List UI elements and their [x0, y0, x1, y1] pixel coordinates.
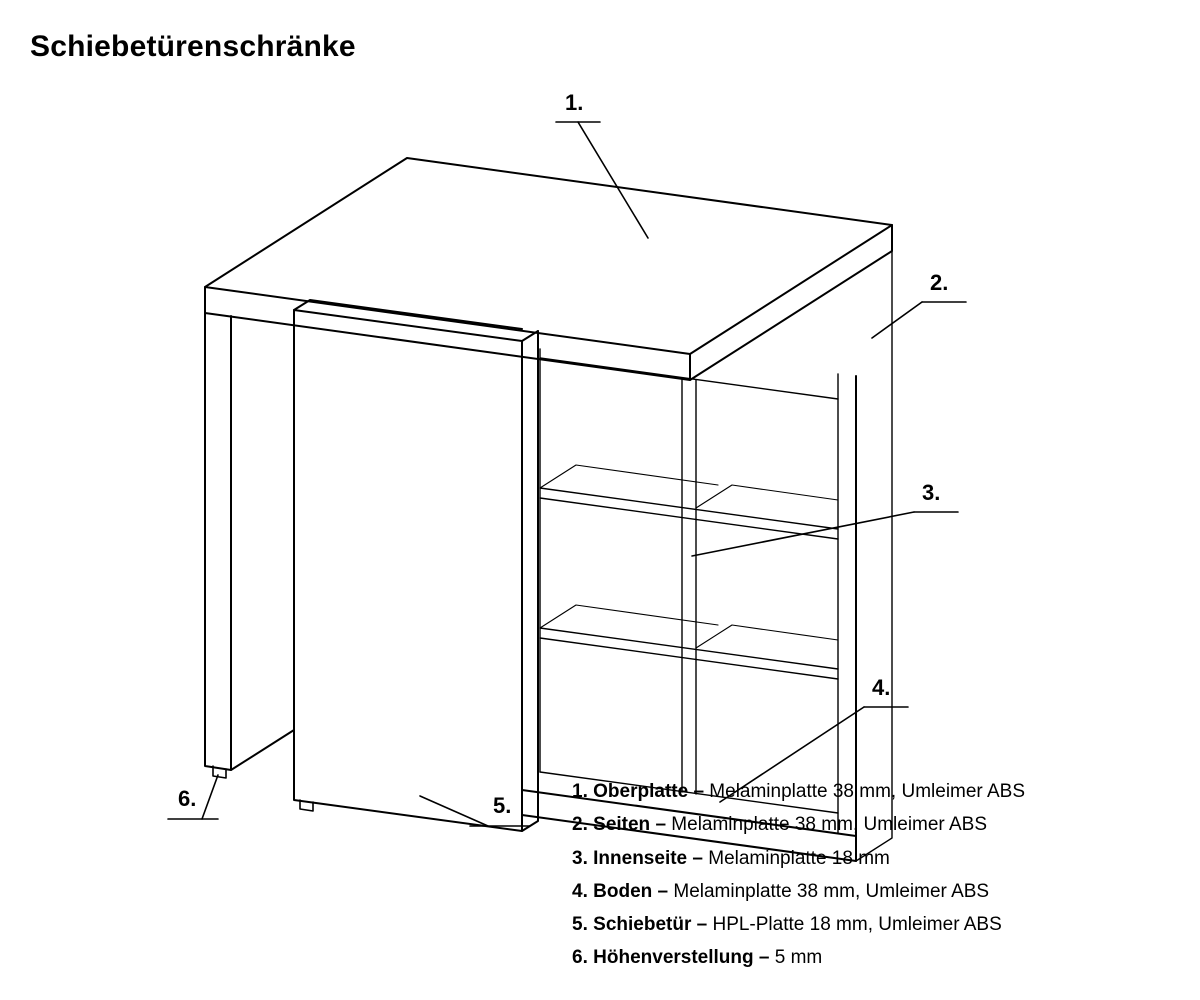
top-plate-front-edge [205, 287, 690, 380]
top-plate-right-edge [690, 225, 892, 380]
shelf-2-front [540, 638, 838, 679]
legend-desc: Melaminplatte 38 mm, Umleimer ABS [671, 814, 987, 835]
legend-row-5: 5. Schiebetür – HPL-Platte 18 mm, Umleim… [572, 908, 1025, 941]
legend-num: 6. [572, 947, 588, 968]
legend-row-6: 6. Höhenverstellung – 5 mm [572, 941, 1025, 974]
shelf-2-depth-l [540, 605, 718, 628]
legend-name: Höhenverstellung [593, 947, 753, 968]
shelf-2-depth-r [696, 625, 838, 648]
left-side-outer [205, 313, 231, 770]
right-side-depth [856, 251, 892, 861]
legend-desc: HPL-Platte 18 mm, Umleimer ABS [712, 914, 1001, 935]
legend-num: 4. [572, 881, 588, 902]
legend-num: 3. [572, 848, 588, 869]
legend-row-4: 4. Boden – Melaminplatte 38 mm, Umleimer… [572, 875, 1025, 908]
legend-row-2: 2. Seiten – Melaminplatte 38 mm, Umleime… [572, 808, 1025, 841]
legend-dash: – [691, 914, 712, 935]
callout-leaders [168, 122, 966, 826]
legend-desc: 5 mm [775, 947, 823, 968]
legend: 1. Oberplatte – Melaminplatte 38 mm, Uml… [572, 775, 1025, 975]
sliding-door-top-edge [294, 300, 538, 341]
legend-num: 5. [572, 914, 588, 935]
callout-2: 2. [930, 270, 948, 295]
legend-row-3: 3. Innenseite – Melaminplatte 18 mm [572, 842, 1025, 875]
legend-dash: – [687, 848, 708, 869]
legend-name: Seiten [593, 814, 650, 835]
page: Schiebetürenschränke [0, 0, 1200, 1000]
sliding-door [294, 310, 522, 831]
legend-dash: – [688, 781, 709, 802]
shelf-1-front [540, 498, 838, 539]
legend-desc: Melaminplatte 18 mm [708, 848, 890, 869]
shelf-1-depth-l [540, 465, 718, 488]
legend-dash: – [650, 814, 671, 835]
legend-name: Oberplatte [593, 781, 688, 802]
callout-4: 4. [872, 675, 890, 700]
legend-num: 2. [572, 814, 588, 835]
callout-1: 1. [565, 90, 583, 115]
legend-name: Schiebetür [593, 914, 691, 935]
legend-name: Boden [593, 881, 652, 902]
callout-3: 3. [922, 480, 940, 505]
left-side-front [231, 730, 294, 770]
legend-desc: Melaminplatte 38 mm, Umleimer ABS [673, 881, 989, 902]
legend-desc: Melaminplatte 38 mm, Umleimer ABS [709, 781, 1025, 802]
legend-dash: – [652, 881, 673, 902]
shelf-1-depth-r [696, 485, 838, 508]
legend-num: 1. [572, 781, 588, 802]
sliding-door-right-edge [522, 331, 538, 831]
legend-row-1: 1. Oberplatte – Melaminplatte 38 mm, Uml… [572, 775, 1025, 808]
legend-dash: – [754, 947, 775, 968]
legend-name: Innenseite [593, 848, 687, 869]
callout-5: 5. [493, 793, 511, 818]
top-plate [205, 158, 892, 354]
callout-6: 6. [178, 786, 196, 811]
